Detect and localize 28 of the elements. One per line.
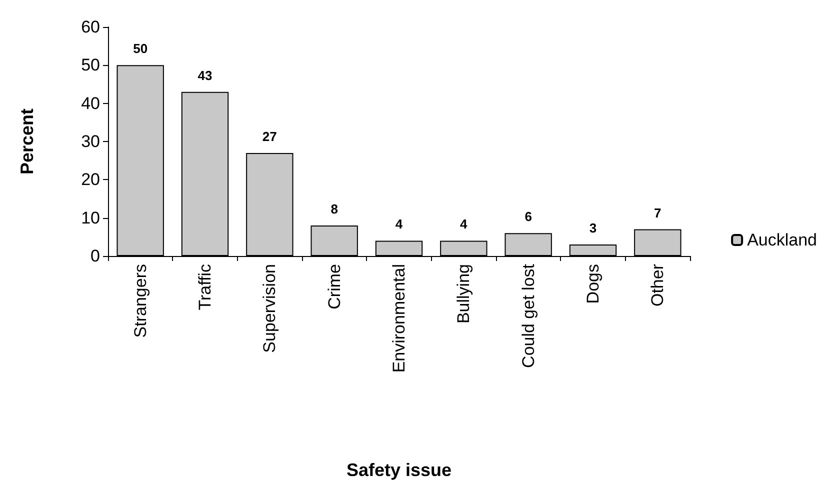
data-label: 4: [460, 216, 468, 232]
y-tick-label: 20: [81, 170, 100, 190]
data-label: 6: [524, 209, 532, 224]
x-tick-label: Could get lost: [518, 264, 538, 368]
legend-label: Auckland: [747, 230, 818, 250]
data-label: 8: [330, 201, 338, 216]
y-tick-label: 30: [81, 132, 100, 151]
y-tick-label: 0: [90, 246, 100, 266]
y-tick-label: 40: [81, 94, 100, 113]
data-label: 7: [654, 205, 662, 220]
x-tick-label: Supervision: [260, 264, 280, 353]
data-label: 3: [589, 220, 597, 236]
x-tick-label: Bullying: [454, 264, 474, 324]
x-tick-label: Environmental: [390, 264, 408, 373]
x-tick-label: Traffic: [196, 264, 214, 310]
x-tick-label: Dogs: [584, 264, 602, 304]
x-tick-label: Other: [648, 264, 668, 307]
y-tick-label: 60: [81, 18, 100, 36]
x-tick-label: Crime: [324, 264, 344, 310]
y-tick-label: 10: [81, 208, 100, 228]
data-label: 50: [133, 41, 148, 56]
y-axis-title: Percent: [17, 108, 37, 175]
data-label: 43: [198, 68, 212, 83]
data-label: 27: [262, 128, 277, 144]
data-label: 4: [395, 216, 404, 232]
x-tick-label: Strangers: [130, 264, 150, 338]
y-tick-label: 50: [81, 56, 100, 75]
x-axis-title: Safety issue: [346, 460, 452, 480]
